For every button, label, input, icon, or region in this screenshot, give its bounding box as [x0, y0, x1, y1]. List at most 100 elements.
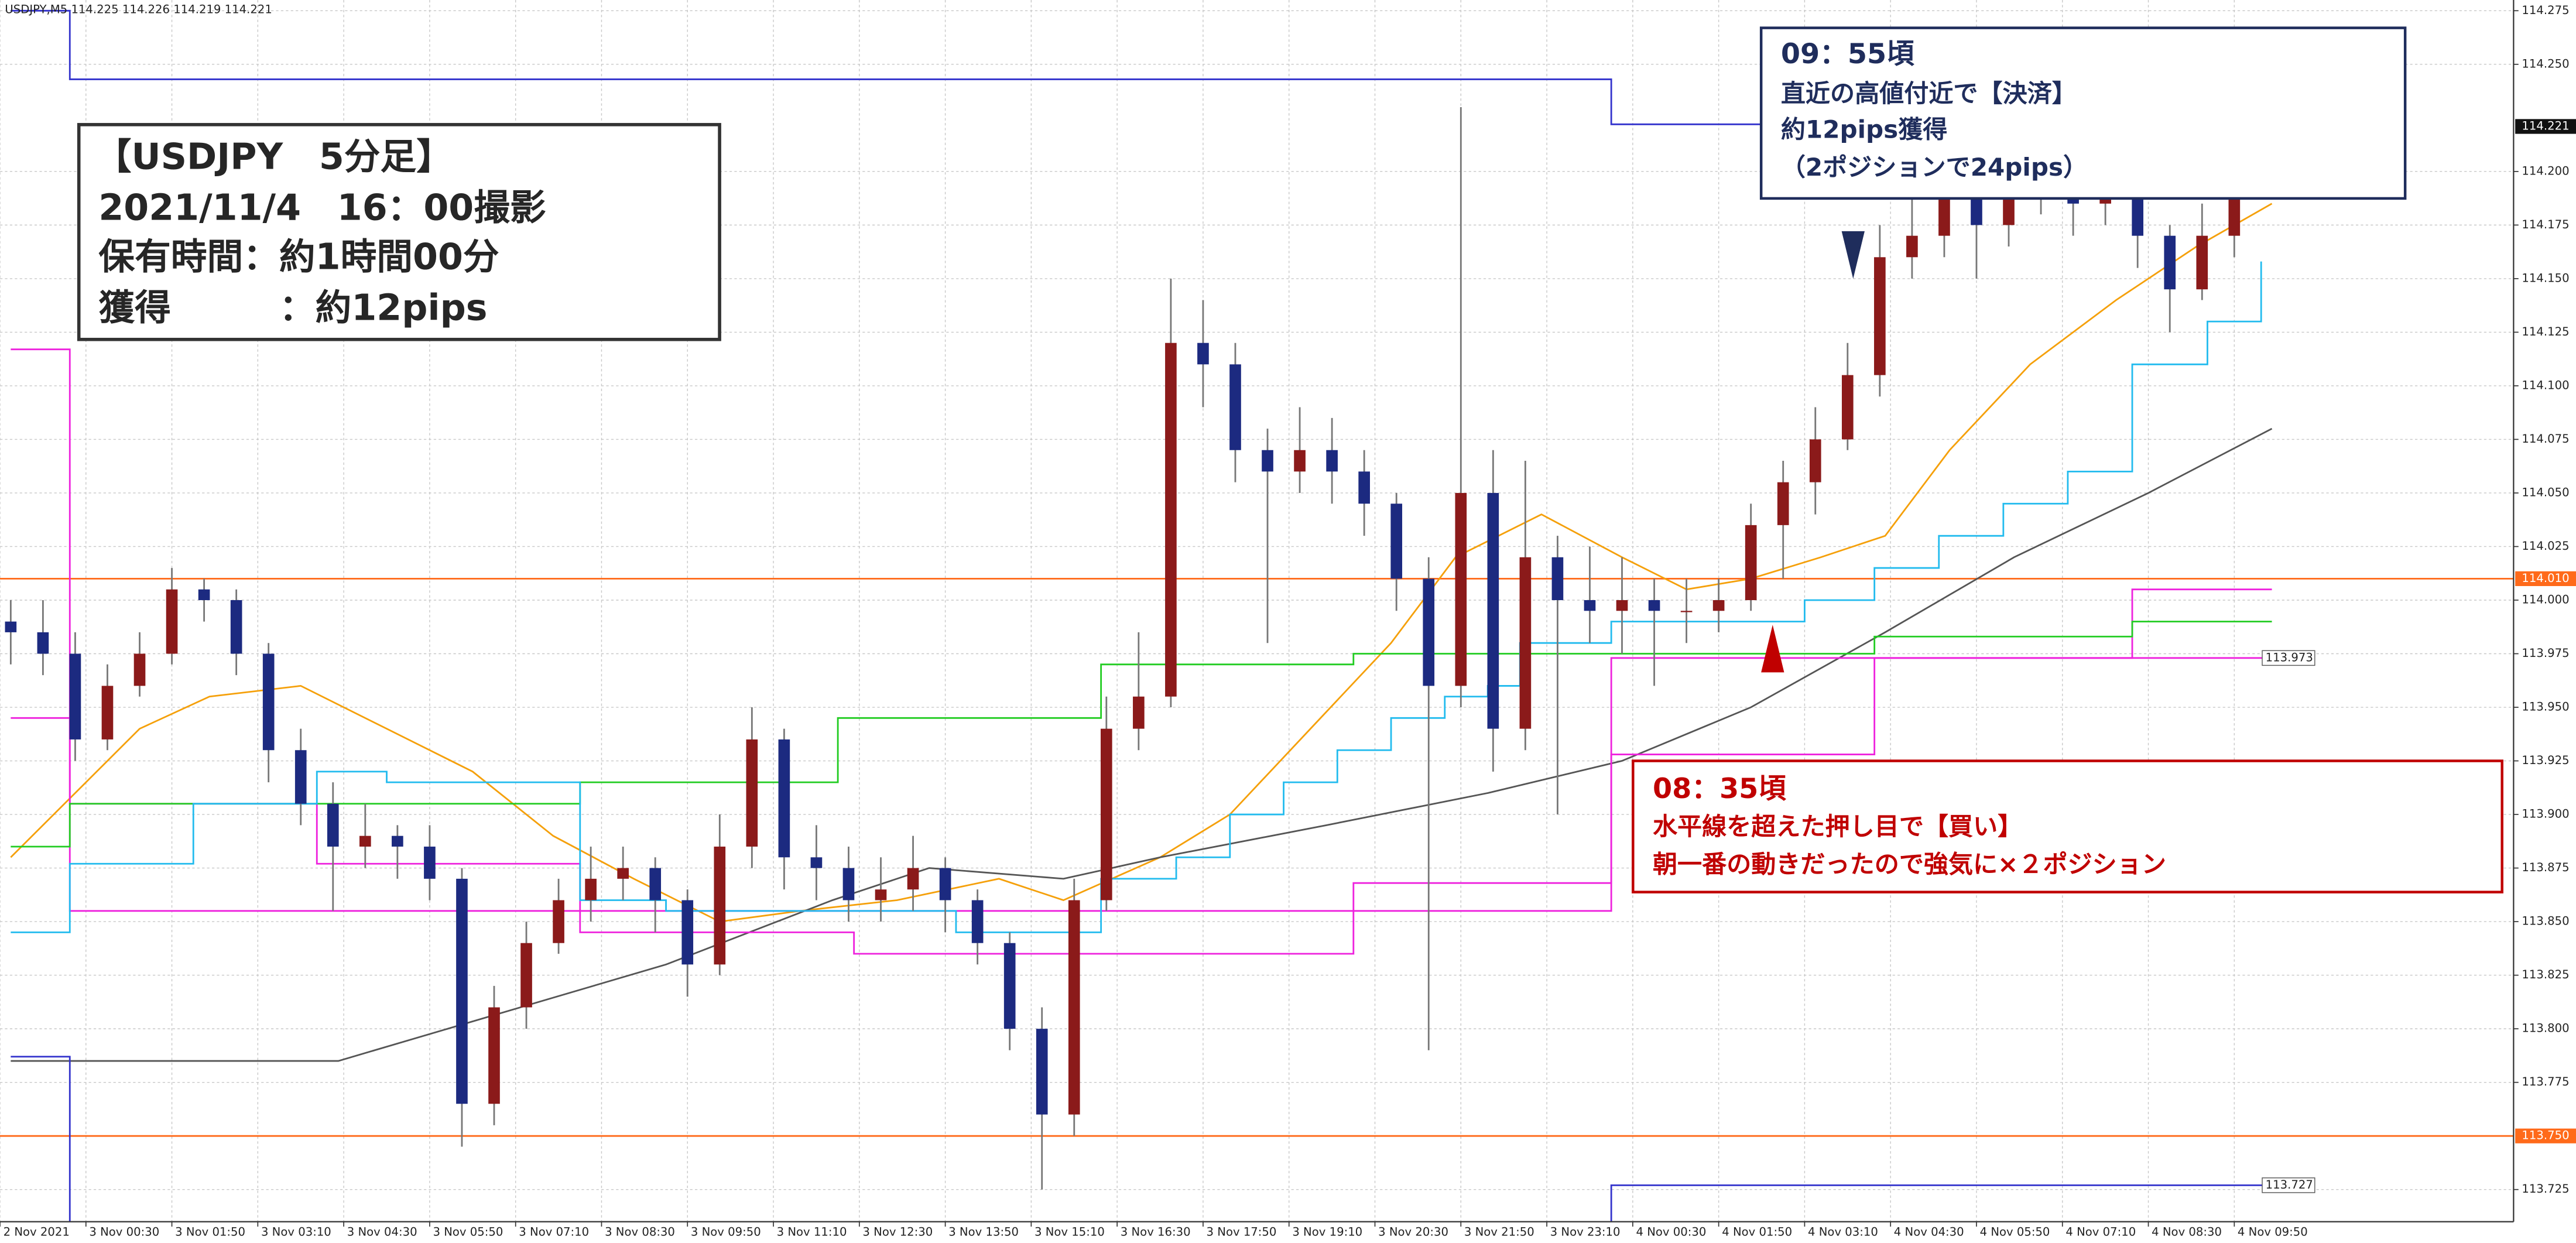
entry-note-line: 朝一番の動きだったので強気に×２ポジション	[1653, 850, 2166, 878]
y-tick-label: 114.150	[2522, 271, 2569, 285]
info-box: 【USDJPY 5分足】 2021/11/4 16：00撮影 保有時間：約1時間…	[77, 123, 721, 341]
x-tick-label: 3 Nov 17:50	[1207, 1225, 1277, 1238]
x-tick-label: 3 Nov 12:30	[862, 1225, 933, 1238]
candle-body	[1423, 578, 1435, 686]
info-box-frame	[77, 123, 721, 341]
indicator-line	[11, 1056, 2272, 1222]
candle-body	[230, 600, 242, 654]
info-line: 【USDJPY 5分足】	[95, 136, 453, 178]
current-price-box	[2515, 119, 2576, 134]
x-tick-label: 3 Nov 08:30	[605, 1225, 675, 1238]
x-tick-label: 3 Nov 13:50	[948, 1225, 1019, 1238]
sell-arrow	[1841, 231, 1865, 279]
buy-arrow	[1761, 625, 1784, 673]
indicator-line	[11, 621, 2272, 848]
candle-body	[1551, 557, 1564, 600]
candle-body	[939, 868, 951, 900]
candle-body	[1003, 943, 1016, 1029]
candle-body	[1841, 375, 1854, 440]
candle-body	[2164, 235, 2176, 290]
x-tick-label: 3 Nov 15:10	[1034, 1225, 1105, 1238]
x-tick-label: 3 Nov 16:30	[1121, 1225, 1191, 1238]
x-tick-label: 3 Nov 21:50	[1464, 1225, 1534, 1238]
y-tick-label: 114.250	[2522, 57, 2569, 70]
candle-body	[520, 943, 532, 1008]
candle-body	[1133, 696, 1145, 729]
candle-body	[1487, 492, 1499, 729]
price-label: 114.010	[2522, 571, 2569, 585]
candle-body	[553, 900, 564, 943]
candle-body	[133, 653, 146, 686]
candle-body	[1229, 364, 1241, 450]
candle-body	[1712, 600, 1725, 611]
candle-body	[1938, 193, 1950, 236]
candle-body	[1036, 1029, 1048, 1115]
price-label: 113.750	[2522, 1129, 2569, 1142]
exit-note: 09：55頃 直近の高値付近で【決済】 約12pips獲得 （2ポジションで24…	[1759, 26, 2407, 200]
x-tick-label: 4 Nov 08:30	[2152, 1225, 2222, 1238]
candle-body	[649, 868, 662, 900]
x-tick-label: 4 Nov 03:10	[1808, 1225, 1878, 1238]
candle-body	[1294, 450, 1306, 472]
candle-body	[1262, 450, 1273, 472]
entry-note-frame	[1632, 759, 2503, 893]
x-tick-label: 4 Nov 09:50	[2238, 1225, 2308, 1238]
x-tick-label: 3 Nov 04:30	[347, 1225, 417, 1238]
y-tick-label: 114.175	[2522, 218, 2569, 231]
x-tick-label: 3 Nov 09:50	[691, 1225, 761, 1238]
candle-body	[907, 868, 919, 890]
candle-body	[2132, 193, 2144, 236]
exit-note-line: （2ポジションで24pips）	[1781, 153, 2088, 182]
y-tick-label: 113.725	[2522, 1182, 2569, 1196]
candle-body	[842, 868, 855, 900]
y-tick-label: 113.825	[2522, 968, 2569, 981]
candle-body	[294, 750, 307, 804]
x-tick-label: 3 Nov 11:10	[777, 1225, 847, 1238]
candle-body	[617, 868, 629, 879]
x-tick-label: 3 Nov 23:10	[1550, 1225, 1621, 1238]
candle-body	[1616, 600, 1628, 611]
candle-body	[1777, 482, 1789, 525]
x-tick-label: 3 Nov 19:10	[1292, 1225, 1362, 1238]
x-tick-label: 3 Nov 05:50	[433, 1225, 503, 1238]
info-line: 獲得 ：約12pips	[98, 286, 487, 328]
candle-body	[1455, 492, 1467, 686]
y-tick-label: 114.275	[2522, 4, 2569, 17]
exit-note-line: 09：55頃	[1781, 38, 1914, 70]
y-tick-label: 113.800	[2522, 1022, 2569, 1035]
level-label-box	[2262, 1177, 2315, 1193]
candle-body	[714, 846, 726, 965]
y-tick-label: 114.050	[2522, 485, 2569, 499]
x-tick-label: 4 Nov 01:50	[1722, 1225, 1792, 1238]
candle-body	[456, 878, 468, 1104]
candle-body	[971, 900, 984, 943]
candle-body	[1680, 611, 1693, 612]
candle-body	[488, 1007, 500, 1104]
price-label-box	[2515, 571, 2576, 586]
info-line: 保有時間：約1時間00分	[98, 236, 499, 278]
x-tick-label: 4 Nov 05:50	[1980, 1225, 2050, 1238]
candle-body	[875, 889, 887, 900]
current-price-label: 114.221	[2522, 119, 2569, 132]
exit-note-frame	[1759, 26, 2407, 200]
candle-body	[101, 686, 114, 739]
candle-body	[585, 878, 597, 900]
candle-body	[37, 632, 49, 654]
x-tick-label: 4 Nov 07:10	[2065, 1225, 2136, 1238]
x-tick-label: 4 Nov 04:30	[1894, 1225, 1964, 1238]
candle-body	[69, 653, 81, 739]
candle-body	[1068, 900, 1080, 1115]
candle-body	[5, 621, 17, 632]
level-label: 113.973	[2266, 650, 2313, 664]
candle-body	[359, 835, 371, 847]
candle-body	[166, 589, 178, 654]
candle-body	[681, 900, 694, 965]
candle-body	[424, 846, 436, 879]
level-label-box	[2262, 650, 2315, 666]
indicator-line	[11, 261, 2262, 933]
info-line: 2021/11/4 16：00撮影	[98, 187, 546, 229]
candle-body	[2228, 193, 2241, 236]
y-tick-label: 113.900	[2522, 807, 2569, 821]
candle-body	[1584, 600, 1596, 611]
